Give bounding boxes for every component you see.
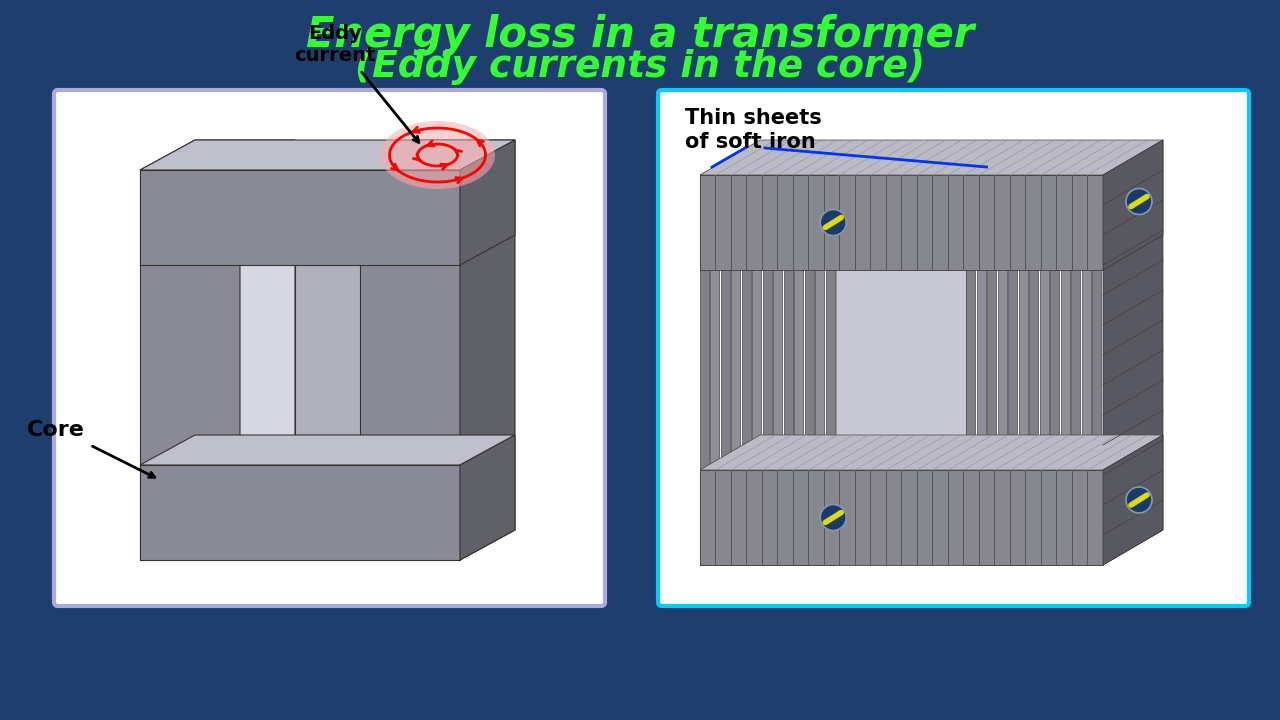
Polygon shape	[294, 235, 415, 435]
Polygon shape	[700, 435, 1164, 470]
Text: Core: Core	[27, 420, 84, 440]
Polygon shape	[731, 171, 748, 175]
Text: (Eddy currents in the core): (Eddy currents in the core)	[355, 49, 925, 85]
Polygon shape	[721, 175, 730, 565]
Polygon shape	[1009, 171, 1024, 175]
Text: Energy loss in a transformer: Energy loss in a transformer	[306, 14, 974, 56]
Polygon shape	[795, 171, 810, 175]
Polygon shape	[700, 140, 1164, 175]
Polygon shape	[1082, 171, 1098, 175]
Polygon shape	[805, 171, 820, 175]
Polygon shape	[987, 171, 1004, 175]
Polygon shape	[753, 171, 768, 175]
Text: Eddy
current: Eddy current	[294, 24, 376, 65]
Polygon shape	[700, 175, 709, 565]
Polygon shape	[1103, 140, 1164, 565]
FancyBboxPatch shape	[54, 90, 605, 606]
Polygon shape	[826, 175, 835, 565]
Polygon shape	[783, 175, 794, 565]
Text: Thin sheets
of soft iron: Thin sheets of soft iron	[685, 109, 822, 152]
Circle shape	[820, 505, 846, 531]
Polygon shape	[783, 171, 800, 175]
Polygon shape	[1039, 175, 1050, 565]
Polygon shape	[1009, 175, 1018, 565]
Polygon shape	[837, 270, 966, 470]
Polygon shape	[805, 175, 814, 565]
Circle shape	[820, 210, 846, 235]
Circle shape	[1126, 487, 1152, 513]
Polygon shape	[1071, 171, 1088, 175]
Polygon shape	[460, 140, 515, 265]
Polygon shape	[700, 470, 1103, 565]
Polygon shape	[140, 435, 515, 465]
Polygon shape	[1039, 171, 1056, 175]
Polygon shape	[1029, 171, 1046, 175]
Polygon shape	[140, 140, 515, 170]
Polygon shape	[460, 435, 515, 560]
Polygon shape	[753, 175, 762, 565]
Polygon shape	[1103, 140, 1164, 270]
Polygon shape	[998, 175, 1007, 565]
Polygon shape	[140, 465, 460, 560]
Polygon shape	[1082, 175, 1091, 565]
Polygon shape	[826, 171, 842, 175]
FancyBboxPatch shape	[658, 90, 1249, 606]
Polygon shape	[987, 175, 997, 565]
Polygon shape	[1071, 175, 1080, 565]
Ellipse shape	[380, 121, 495, 189]
Polygon shape	[241, 235, 294, 465]
Polygon shape	[360, 140, 515, 170]
Polygon shape	[1019, 171, 1036, 175]
Polygon shape	[1061, 175, 1070, 565]
Polygon shape	[837, 235, 1027, 270]
Polygon shape	[815, 171, 832, 175]
Polygon shape	[795, 175, 804, 565]
Polygon shape	[966, 175, 975, 565]
Polygon shape	[360, 170, 460, 560]
Polygon shape	[815, 175, 824, 565]
Polygon shape	[710, 175, 719, 565]
Polygon shape	[700, 171, 716, 175]
Polygon shape	[1103, 435, 1164, 565]
Polygon shape	[1093, 171, 1108, 175]
Circle shape	[1126, 189, 1152, 215]
Polygon shape	[742, 171, 758, 175]
Polygon shape	[1051, 175, 1060, 565]
Polygon shape	[763, 175, 772, 565]
Polygon shape	[731, 175, 741, 565]
Polygon shape	[1051, 171, 1066, 175]
Polygon shape	[460, 140, 515, 560]
Polygon shape	[763, 171, 780, 175]
Polygon shape	[966, 171, 983, 175]
Polygon shape	[140, 170, 460, 265]
Polygon shape	[1029, 175, 1038, 565]
Polygon shape	[742, 175, 751, 565]
Polygon shape	[710, 171, 727, 175]
Polygon shape	[721, 171, 737, 175]
Polygon shape	[773, 175, 782, 565]
Polygon shape	[140, 140, 294, 170]
Polygon shape	[1019, 175, 1028, 565]
Polygon shape	[1061, 171, 1076, 175]
Polygon shape	[977, 171, 993, 175]
Polygon shape	[773, 171, 790, 175]
Polygon shape	[1093, 175, 1102, 565]
Polygon shape	[977, 175, 986, 565]
Polygon shape	[700, 175, 1103, 270]
Polygon shape	[140, 170, 241, 560]
Polygon shape	[998, 171, 1014, 175]
